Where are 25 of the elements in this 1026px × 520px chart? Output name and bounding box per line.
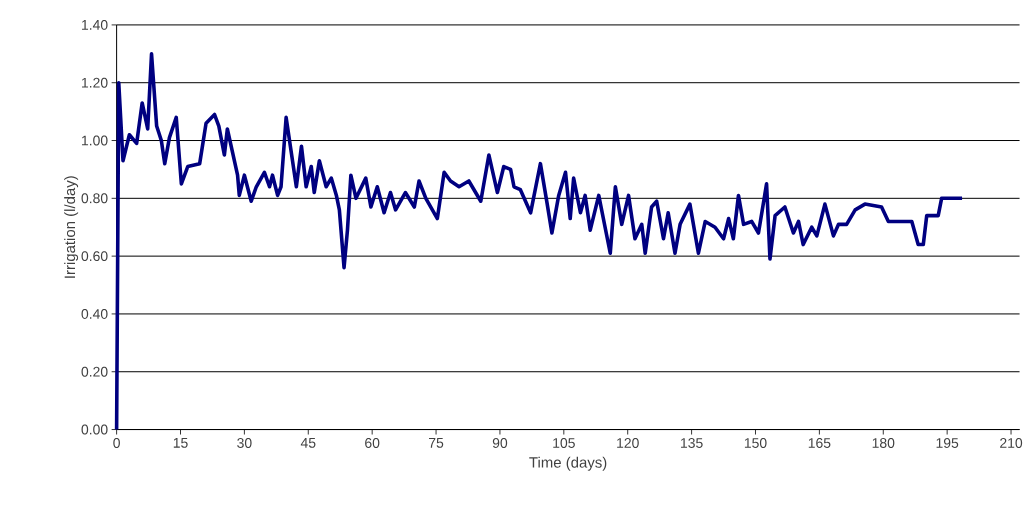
x-tick-label: 180 [872,437,895,448]
y-tick-label: 1.40 [82,19,108,30]
x-tick-label: 30 [237,437,252,448]
x-axis-title: Time (days) [529,456,607,471]
y-tick-label: 0.20 [81,366,108,377]
x-tick-label: 120 [617,437,639,448]
y-tick-label: 0.80 [81,193,108,204]
x-tick-label: 195 [936,437,959,448]
x-tick-label: 45 [300,437,316,448]
x-tick-label: 0 [113,437,120,448]
x-tick-label: 135 [681,437,703,448]
x-tick-label: 60 [365,437,380,448]
y-axis-title: Irrigation (l/day) [64,176,79,278]
y-tick-label: 0.40 [81,308,108,319]
x-tick-label: 15 [173,437,188,448]
x-tick-label: 150 [744,437,767,448]
x-tick-label: 165 [808,437,831,448]
x-tick-label: 75 [429,437,444,448]
x-tick-label: 105 [553,437,575,448]
x-tick-label: 210 [1000,437,1023,448]
y-tick-label: 1.20 [82,77,108,88]
y-tick-label: 1.00 [82,135,108,146]
x-tick-label: 90 [492,437,508,448]
y-tick-label: 0.00 [81,424,108,435]
y-tick-label: 0.60 [81,251,108,261]
